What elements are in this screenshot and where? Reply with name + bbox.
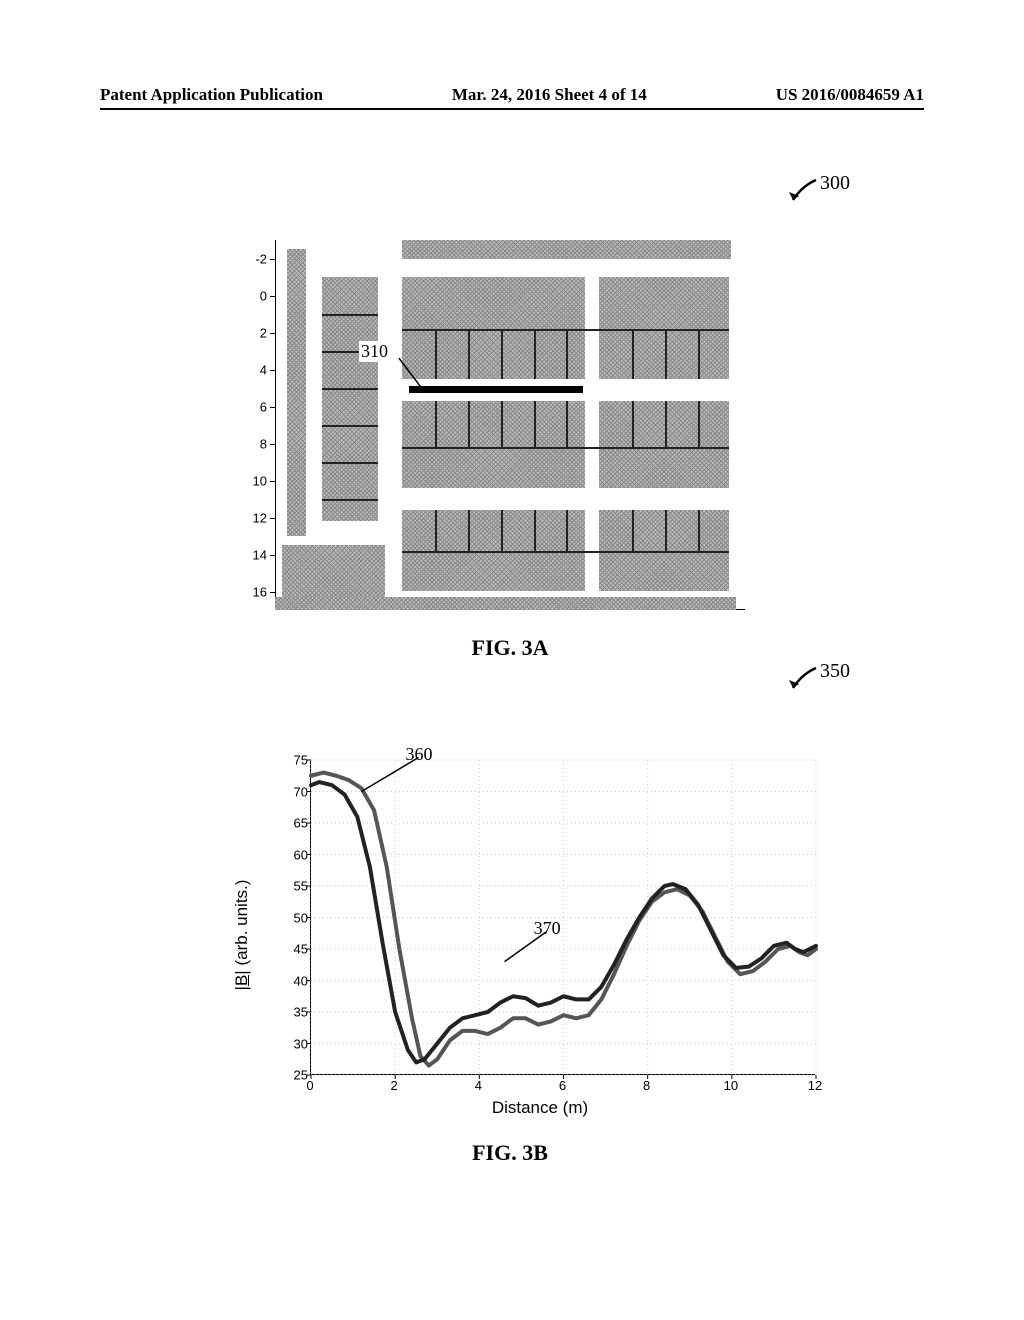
chart-3b-xlabel: Distance (m) [260,1098,820,1118]
chart-3b-xtick-label: 10 [724,1078,738,1093]
chart-3b-ylabel: |B| (arb. units.) [232,880,252,991]
ref-370-label: 370 [534,918,561,939]
chart-3b: |B| (arb. units.) Distance (m) 253035404… [260,750,820,1120]
fig3a-ytick-label: 10 [253,473,267,488]
ref-350-label: 350 [820,660,850,683]
chart-3b-ytick-label: 40 [294,973,308,988]
chart-3b-ytick-label: 30 [294,1036,308,1051]
chart-3b-svg [311,760,815,1074]
header-left: Patent Application Publication [100,85,323,105]
fig3a-ytick-label: 16 [253,584,267,599]
chart-3b-xtick-label: 8 [643,1078,650,1093]
chart-3b-xtick-label: 4 [475,1078,482,1093]
fig3a-caption: FIG. 3A [100,635,920,661]
header-middle: Mar. 24, 2016 Sheet 4 of 14 [452,85,647,105]
fig3a-ytick-label: 6 [260,399,267,414]
chart-3b-ytick-label: 35 [294,1005,308,1020]
header-right: US 2016/0084659 A1 [776,85,924,105]
figure-3a: 300 -20246810121416 310 FIG. 3A [100,180,920,661]
floorplan-diagram: -20246810121416 310 [275,240,745,610]
fig3b-caption: FIG. 3B [100,1140,920,1166]
chart-3b-xtick-label: 2 [391,1078,398,1093]
chart-3b-ytick-label: 60 [294,847,308,862]
chart-3b-xtick-label: 6 [559,1078,566,1093]
chart-3b-ytick-label: 45 [294,942,308,957]
header-rule [100,108,924,110]
chart-3b-ytick-label: 75 [294,753,308,768]
fig3a-ytick-label: -2 [255,251,267,266]
figure-3b: 350 |B| (arb. units.) Distance (m) 25303… [100,690,920,1166]
chart-3b-ytick-label: 65 [294,816,308,831]
fig3a-ytick-label: 12 [253,510,267,525]
chart-3b-plot-area [310,760,815,1075]
fig3a-ytick-label: 2 [260,325,267,340]
ref-300-label: 300 [820,172,850,195]
fig3a-y-axis: -2 0 2 4 6 8 10 12 14 16 [245,240,275,610]
ylabel-suffix: (arb. units.) [232,880,251,966]
chart-3b-ytick-label: 50 [294,910,308,925]
ref-310-leader [275,240,745,610]
fig3a-ytick-label: 8 [260,436,267,451]
fig3a-ytick-label: 0 [260,288,267,303]
fig3a-ytick-label: 4 [260,362,267,377]
chart-3b-xtick-label: 12 [808,1078,822,1093]
page-header: Patent Application Publication Mar. 24, … [0,85,1024,105]
chart-3b-xtick-label: 0 [306,1078,313,1093]
chart-3b-ytick-label: 70 [294,784,308,799]
fig3a-ytick-label: 14 [253,547,267,562]
chart-3b-ytick-label: 55 [294,879,308,894]
ref-360-label: 360 [406,744,433,765]
